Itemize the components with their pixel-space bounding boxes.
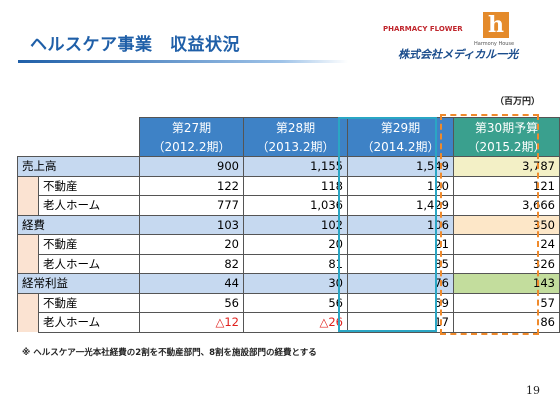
table: 第27期 第28期 第29期 第30期予算 （2012.2期） （2013.2期） （201… [17,117,560,333]
cell: 44 [139,273,244,294]
row-label: 老人ホーム [38,312,140,333]
row-label: 不動産 [38,292,140,313]
cell: 86 [453,312,560,333]
sub-row: 不動産 20 20 21 24 [17,234,560,255]
column-period: 第29期 [347,117,454,137]
indent [17,195,39,215]
cell: 102 [243,214,348,235]
unit-label: （百万円） [494,97,540,107]
cell: 103 [139,214,244,235]
cell: 122 [139,175,244,196]
group-row: 売上高 900 1,155 1,549 3,787 [17,156,560,177]
header-row: （2012.2期） （2013.2期） （2014.2期） （2015.2期） [18,137,560,157]
indent [17,176,39,196]
column-date: （2012.2期） [139,137,244,157]
logo-pharmacy: PHARMACY FLOWER [383,25,463,33]
cell: 20 [139,234,244,255]
row-label: 経常利益 [17,273,140,294]
cell: 76 [347,273,454,294]
row-label: 不動産 [38,234,140,255]
title-rule [18,60,348,63]
cell: 1,155 [243,156,348,177]
sub-row: 不動産 122 118 120 121 [17,175,560,196]
cell: 777 [139,195,244,216]
cell: 81 [243,253,348,274]
indent [17,234,39,254]
row-label: 老人ホーム [38,253,140,274]
indent [17,254,39,274]
column-period: 第28期 [243,117,348,137]
row-label: 不動産 [38,175,140,196]
budget-box [440,114,539,335]
row-label: 売上高 [17,156,140,177]
cell: 1,036 [243,195,348,216]
highlight-box [338,117,437,332]
column-period: 第30期予算 [453,117,560,137]
cell: △26 [243,312,348,333]
page-number: 19 [526,384,540,397]
logo-harmony: Harmony House [474,41,515,47]
column-date: （2014.2期） [347,137,454,157]
cell: △12 [139,312,244,333]
header-blank [18,118,140,157]
slide-title: ヘルスケア事業 収益状況 [30,35,240,55]
sub-row: 老人ホーム 777 1,036 1,429 3,666 [17,195,560,216]
cell: 118 [243,175,348,196]
group-row: 経常利益 44 30 76 143 [17,273,560,294]
cell: 20 [243,234,348,255]
cell: 3,787 [453,156,560,177]
cell: 56 [243,292,348,313]
row-label: 老人ホーム [38,195,140,216]
column-date: （2015.2期） [453,137,560,157]
indent [17,312,39,332]
cell: 900 [139,156,244,177]
cell: 1,549 [347,156,454,177]
indent [17,293,39,313]
cell: 30 [243,273,348,294]
column-period: 第27期 [139,117,244,137]
cell: 106 [347,214,454,235]
logo-harmony-mark: h [483,12,509,38]
header-row: 第27期 第28期 第29期 第30期予算 [18,117,560,137]
logo-company: 株式会社メディカル一光 [398,48,519,61]
cell: 82 [139,253,244,274]
footnote: ※ ヘルスケア一光本社経費の2割を不動産部門、8割を施設部門の経費とする [22,348,317,358]
row-label: 経費 [17,214,140,235]
cell: 56 [139,292,244,313]
sub-row: 老人ホーム △12 △26 17 86 [17,312,560,333]
column-date: （2013.2期） [243,137,348,157]
sub-row: 不動産 56 56 59 57 [17,292,560,313]
